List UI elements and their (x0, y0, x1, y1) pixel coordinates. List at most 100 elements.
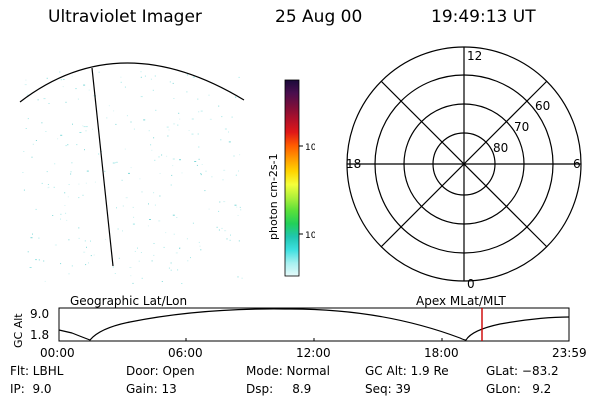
speckle-pixel (30, 237, 33, 239)
speckle-pixel (200, 110, 203, 112)
speckle-pixel (199, 245, 201, 247)
speckle-pixel (239, 206, 241, 208)
speckle-pixel (238, 170, 239, 172)
speckle-pixel (200, 174, 202, 176)
speckle-pixel (71, 75, 73, 77)
speckle-pixel (179, 118, 181, 120)
speckle-pixel (128, 172, 130, 174)
speckle-pixel (186, 238, 188, 240)
speckle-pixel (38, 259, 40, 261)
speckle-pixel (233, 155, 235, 157)
colorbar-scale (284, 79, 300, 277)
speckle-pixel (64, 192, 66, 194)
speckle-pixel (236, 206, 238, 208)
speckle-pixel (22, 172, 24, 173)
speckle-pixel (90, 255, 92, 257)
status-filter: Flt: LBHL (10, 364, 64, 378)
speckle-pixel (83, 84, 86, 86)
image-speckles (22, 71, 243, 284)
speckle-pixel (43, 98, 46, 100)
speckle-pixel (70, 171, 72, 173)
speckle-pixel (63, 79, 65, 80)
speckle-pixel (181, 172, 183, 174)
speckle-pixel (188, 130, 190, 131)
speckle-pixel (122, 205, 124, 207)
speckle-pixel (114, 273, 116, 274)
speckle-pixel (147, 225, 149, 227)
speckle-pixel (167, 135, 169, 137)
speckle-pixel (178, 112, 180, 114)
speckle-pixel (218, 229, 220, 231)
speckle-pixel (173, 98, 175, 99)
speckle-pixel (82, 125, 84, 127)
polar-label-6: 6 (573, 157, 581, 171)
speckle-pixel (198, 146, 200, 148)
speckle-pixel (24, 84, 27, 86)
speckle-pixel (70, 173, 72, 175)
speckle-pixel (151, 149, 153, 151)
speckle-pixel (158, 220, 161, 222)
speckle-pixel (105, 238, 107, 240)
speckle-pixel (153, 137, 155, 139)
speckle-pixel (83, 126, 86, 128)
colorbar-tick-label-10: 10 (305, 231, 315, 241)
speckle-pixel (230, 91, 232, 92)
speckle-pixel (200, 173, 202, 175)
speckle-pixel (231, 116, 233, 118)
speckle-pixel (140, 252, 142, 253)
speckle-pixel (176, 217, 178, 218)
status-door: Door: Open (126, 364, 195, 378)
timeline-xtick-0600: 06:00 (168, 346, 203, 360)
speckle-pixel (120, 76, 122, 78)
speckle-pixel (132, 223, 135, 225)
speckle-pixel (60, 263, 62, 265)
speckle-pixel (85, 264, 87, 266)
speckle-pixel (163, 246, 165, 248)
speckle-pixel (67, 196, 69, 198)
speckle-pixel (32, 143, 34, 145)
speckle-pixel (23, 189, 25, 191)
speckle-pixel (60, 79, 62, 81)
speckle-pixel (205, 170, 207, 172)
status-mode: Mode: Normal (246, 364, 330, 378)
speckle-pixel (84, 149, 85, 151)
speckle-pixel (68, 184, 70, 185)
speckle-pixel (60, 218, 61, 220)
speckle-pixel (82, 194, 84, 196)
speckle-pixel (161, 154, 163, 156)
speckle-pixel (41, 182, 43, 184)
speckle-pixel (219, 201, 221, 203)
timeline-left-label: Geographic Lat/Lon (70, 294, 188, 308)
speckle-pixel (201, 164, 203, 165)
speckle-pixel (132, 206, 134, 208)
speckle-pixel (92, 95, 94, 97)
altitude-curve (58, 308, 570, 341)
speckle-pixel (186, 91, 188, 93)
polar-label-18: 18 (346, 157, 361, 171)
speckle-pixel (208, 94, 210, 96)
speckle-pixel (52, 215, 54, 216)
speckle-pixel (79, 132, 82, 133)
speckle-pixel (48, 186, 50, 188)
speckle-pixel (153, 243, 155, 244)
speckle-pixel (155, 109, 157, 111)
timeline-plot: GC Alt (12, 307, 570, 348)
status-dsp: Dsp: 8.9 (246, 382, 312, 396)
speckle-pixel (220, 139, 222, 141)
speckle-pixel (143, 119, 146, 121)
speckle-pixel (173, 233, 175, 235)
speckle-pixel (235, 96, 236, 98)
speckle-pixel (27, 251, 29, 253)
speckle-pixel (159, 195, 161, 197)
speckle-pixel (71, 162, 73, 164)
speckle-pixel (222, 179, 224, 181)
speckle-pixel (209, 118, 212, 120)
status-glat: GLat: −83.2 (486, 364, 559, 378)
speckle-pixel (172, 214, 175, 216)
timeline-frame (58, 307, 570, 342)
speckle-pixel (140, 96, 143, 98)
speckle-pixel (65, 145, 67, 147)
speckle-pixel (88, 89, 90, 91)
speckle-pixel (154, 75, 156, 77)
